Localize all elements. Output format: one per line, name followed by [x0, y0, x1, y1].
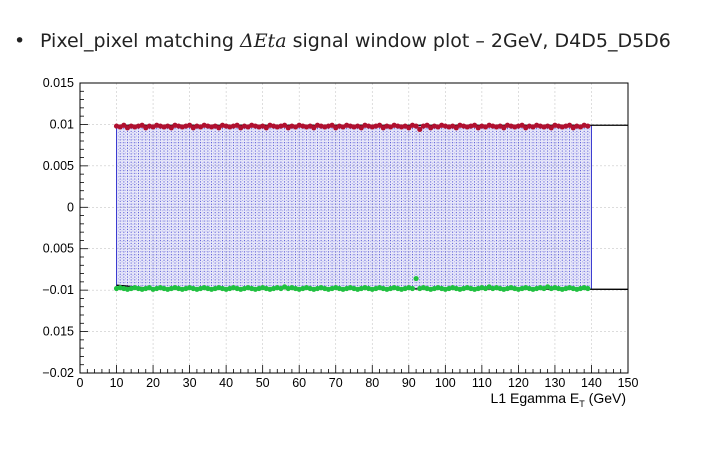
y-tick-label: 0.015 [43, 76, 74, 90]
x-tick-label: 80 [365, 376, 379, 390]
bullet-marker: • [14, 30, 26, 52]
data-point [424, 122, 430, 128]
data-point [121, 122, 127, 128]
y-tick-label: 0.01 [50, 117, 74, 131]
data-point [358, 125, 364, 131]
x-tick-label: 40 [219, 376, 233, 390]
x-tick-label: 70 [329, 376, 343, 390]
x-tick-label: 50 [256, 376, 270, 390]
data-point [329, 122, 335, 128]
x-tick-label: 0 [77, 376, 84, 390]
data-point [376, 122, 383, 128]
y-tick-label: −0.01 [42, 283, 74, 297]
y-tick-label: 0.015 [43, 325, 74, 339]
data-point [409, 285, 416, 292]
x-tick-label: 140 [581, 376, 602, 390]
data-point [139, 122, 145, 128]
data-point [187, 122, 193, 128]
data-point [216, 125, 222, 131]
data-point [311, 125, 317, 131]
y-tick-label: 0.005 [43, 242, 74, 256]
data-point [168, 125, 174, 131]
data-point [234, 122, 240, 128]
data-point [471, 122, 478, 128]
data-point [585, 123, 591, 129]
upper-point-series [113, 122, 591, 132]
data-point [585, 285, 591, 292]
data-point [281, 122, 288, 128]
data-point [413, 275, 419, 282]
data-point [263, 125, 269, 131]
x-tick-label: 130 [545, 376, 566, 390]
x-tick-label: 150 [618, 376, 639, 390]
x-tick-label: 30 [183, 376, 197, 390]
data-point [413, 123, 419, 129]
heading-prefix: Pixel_pixel matching [40, 30, 240, 52]
data-point [519, 122, 525, 128]
x-tick-label: 90 [402, 376, 416, 390]
x-axis-label: L1 Egamma ET (GeV) [491, 390, 626, 409]
x-tick-label: 10 [110, 376, 124, 390]
y-tick-label: −0.02 [42, 366, 74, 380]
x-tick-label: 100 [435, 376, 456, 390]
data-point [417, 126, 423, 132]
data-point [453, 125, 459, 131]
plot-frame [79, 82, 629, 374]
x-tick-label: 120 [508, 376, 529, 390]
x-tick-label: 60 [292, 376, 306, 390]
data-point [501, 125, 507, 131]
signal-window-band [116, 125, 592, 290]
y-tick-label: 0 [67, 200, 74, 214]
heading-suffix: signal window plot – 2GeV, D4D5_D5D6 [286, 30, 671, 52]
data-point [566, 122, 573, 128]
x-tick-label: 20 [146, 376, 160, 390]
heading-math-symbol: ΔEta [239, 30, 287, 52]
y-tick-label: 0.005 [43, 159, 74, 173]
data-point [548, 125, 554, 131]
lower-point-series [113, 275, 591, 292]
data-point [406, 125, 412, 131]
slide-heading: • Pixel_pixel matching ΔEta signal window… [14, 30, 704, 62]
x-tick-label: 110 [472, 376, 492, 390]
